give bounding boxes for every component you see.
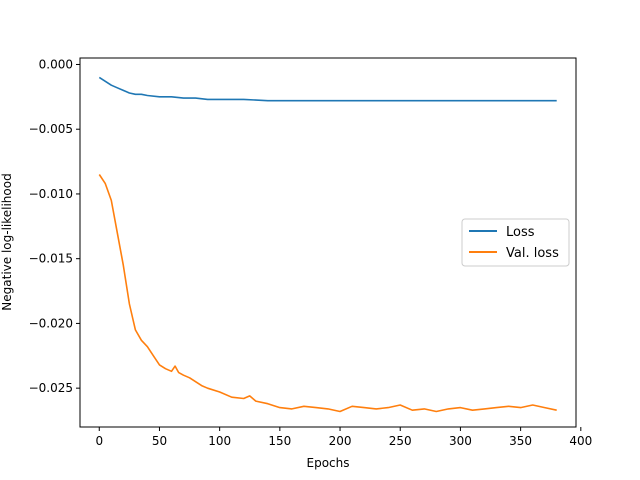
x-tick-label: 0 [95,434,103,448]
y-axis-title: Negative log-likelihood [0,173,14,310]
series-group [98,76,557,413]
legend-label-val-loss: Val. loss [506,246,559,261]
x-tick-label: 100 [208,434,231,448]
y-tick-label: 0.000 [39,57,73,71]
x-tick-label: 50 [152,434,167,448]
y-tick-label: −0.020 [29,316,73,330]
y-tick-label: −0.025 [29,381,73,395]
x-tick-label: 150 [268,434,291,448]
y-axis: 0.000 −0.005 −0.010 −0.015 −0.020 −0.025 [29,57,80,395]
x-tick-label: 400 [569,434,592,448]
y-tick-label: −0.010 [29,187,73,201]
x-tick-label: 250 [389,434,412,448]
x-axis: 0 50 100 150 200 250 300 350 400 [95,427,592,448]
x-axis-title: Epochs [307,456,350,470]
legend: Loss Val. loss [461,218,570,267]
y-tick-label: −0.005 [29,122,73,136]
x-tick-label: 350 [509,434,532,448]
series-line-val-loss [98,174,557,413]
y-tick-label: −0.015 [29,252,73,266]
x-tick-label: 300 [449,434,472,448]
series-line-loss [98,76,557,102]
x-tick-label: 200 [329,434,352,448]
legend-label-loss: Loss [506,225,535,240]
